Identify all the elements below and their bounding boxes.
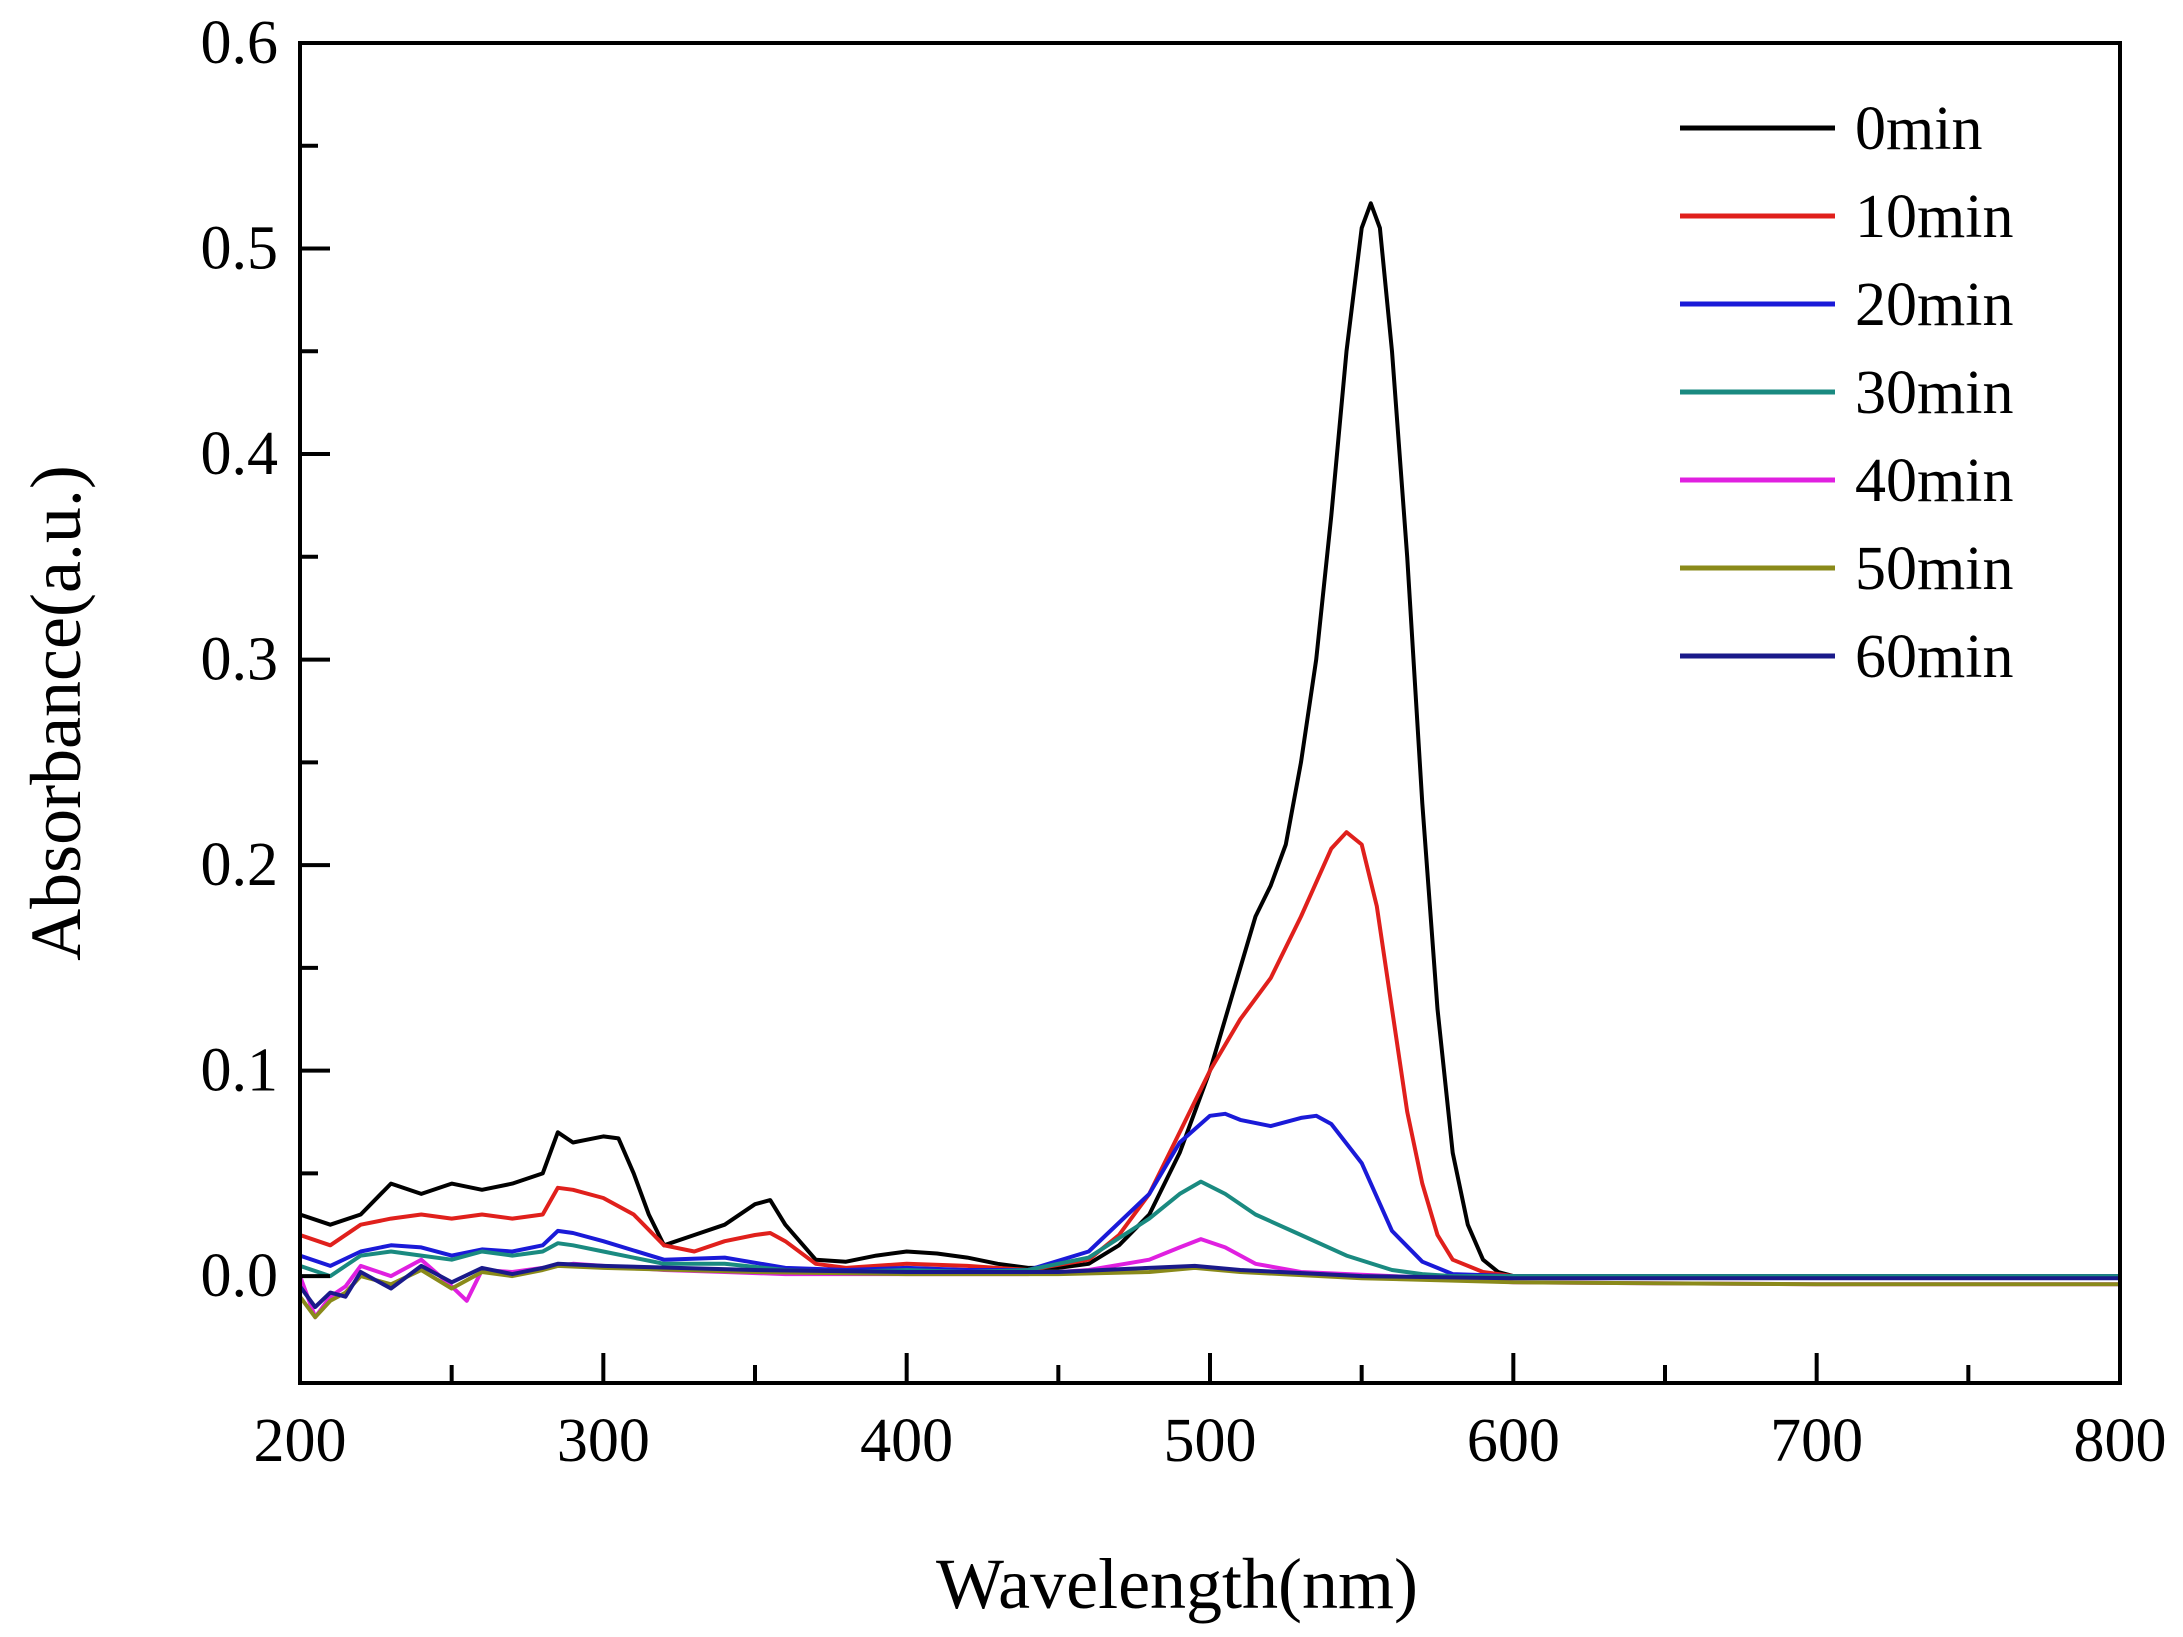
x-tick-label: 800	[2074, 1407, 2167, 1475]
x-tick-label: 400	[860, 1407, 953, 1475]
series-line-60min	[300, 1261, 2120, 1309]
x-axis-label: Wavelength(nm)	[936, 1544, 1418, 1624]
y-tick-label: 0.5	[201, 215, 279, 283]
x-tick-label: 300	[557, 1407, 650, 1475]
legend-label-40min: 40min	[1855, 447, 2013, 515]
legend: 0min 10min 20min 30min 40min 50min 60min	[1680, 95, 2013, 691]
legend-label-20min: 20min	[1855, 271, 2013, 339]
y-tick-label: 0.2	[201, 831, 279, 899]
y-tick-label: 0.0	[201, 1242, 279, 1310]
x-tick-label: 700	[1770, 1407, 1863, 1475]
legend-label-30min: 30min	[1855, 359, 2013, 427]
legend-label-60min: 60min	[1855, 623, 2013, 691]
y-tick-label: 0.1	[201, 1037, 279, 1105]
plot-frame	[298, 41, 2122, 1385]
y-tick-label: 0.3	[201, 626, 279, 694]
series-line-10min	[300, 830, 2120, 1279]
y-tick-label: 0.6	[201, 9, 279, 77]
series-line-50min	[300, 1263, 2120, 1320]
series-layer	[300, 201, 2120, 1320]
x-tick-label: 500	[1164, 1407, 1257, 1475]
legend-label-0min: 0min	[1855, 95, 1982, 163]
y-tick-label: 0.4	[201, 420, 279, 488]
y-axis-label: Absorbance(a.u.)	[16, 465, 96, 961]
series-line-20min	[300, 1111, 2120, 1279]
x-tick-label: 600	[1467, 1407, 1560, 1475]
series-line-0min	[300, 201, 2120, 1279]
x-tick-label: 200	[254, 1407, 347, 1475]
tick-labels-layer: 200 300 400 500 600 700 800 0.0 0.1 0.2 0.3 0.4 0.5 0…	[201, 9, 2167, 1475]
legend-label-50min: 50min	[1855, 535, 2013, 603]
ticks-layer	[298, 41, 2122, 1383]
legend-label-10min: 10min	[1855, 183, 2013, 251]
